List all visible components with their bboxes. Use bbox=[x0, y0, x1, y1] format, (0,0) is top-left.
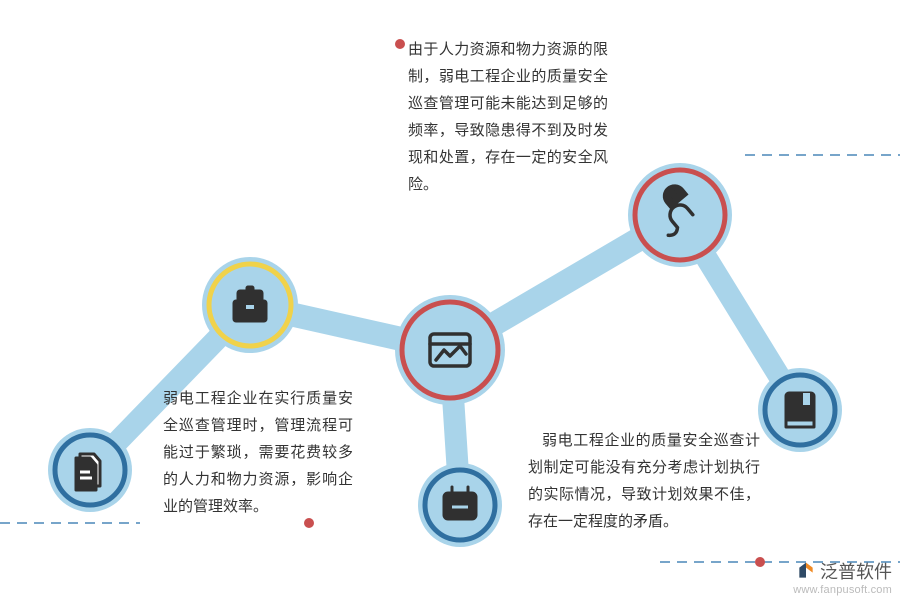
book-icon bbox=[786, 393, 814, 427]
watermark-url: www.fanpusoft.com bbox=[793, 584, 892, 596]
node-doc bbox=[48, 428, 132, 512]
text-t_right: 弱电工程企业的质量安全巡查计划制定可能没有充分考虑计划执行的实际情况，导致计划效… bbox=[528, 427, 760, 535]
node-plug bbox=[628, 163, 732, 267]
node-box bbox=[202, 257, 298, 353]
bullet-dot bbox=[755, 557, 765, 567]
text-t_top: 由于人力资源和物力资源的限制，弱电工程企业的质量安全巡查管理可能未能达到足够的频… bbox=[408, 36, 608, 198]
watermark: 泛普软件 www.fanpusoft.com bbox=[793, 558, 892, 596]
logo-icon bbox=[796, 561, 816, 581]
calendar-icon bbox=[444, 487, 476, 519]
text-t_left: 弱电工程企业在实行质量安全巡查管理时，管理流程可能过于繁琐，需要花费较多的人力和… bbox=[163, 385, 353, 520]
node-book bbox=[758, 368, 842, 452]
bullet-dot bbox=[395, 39, 405, 49]
watermark-brand: 泛普软件 bbox=[820, 558, 892, 584]
box-icon bbox=[234, 287, 266, 321]
node-calendar bbox=[418, 463, 502, 547]
document-icon bbox=[76, 454, 100, 490]
node-center bbox=[395, 295, 505, 405]
